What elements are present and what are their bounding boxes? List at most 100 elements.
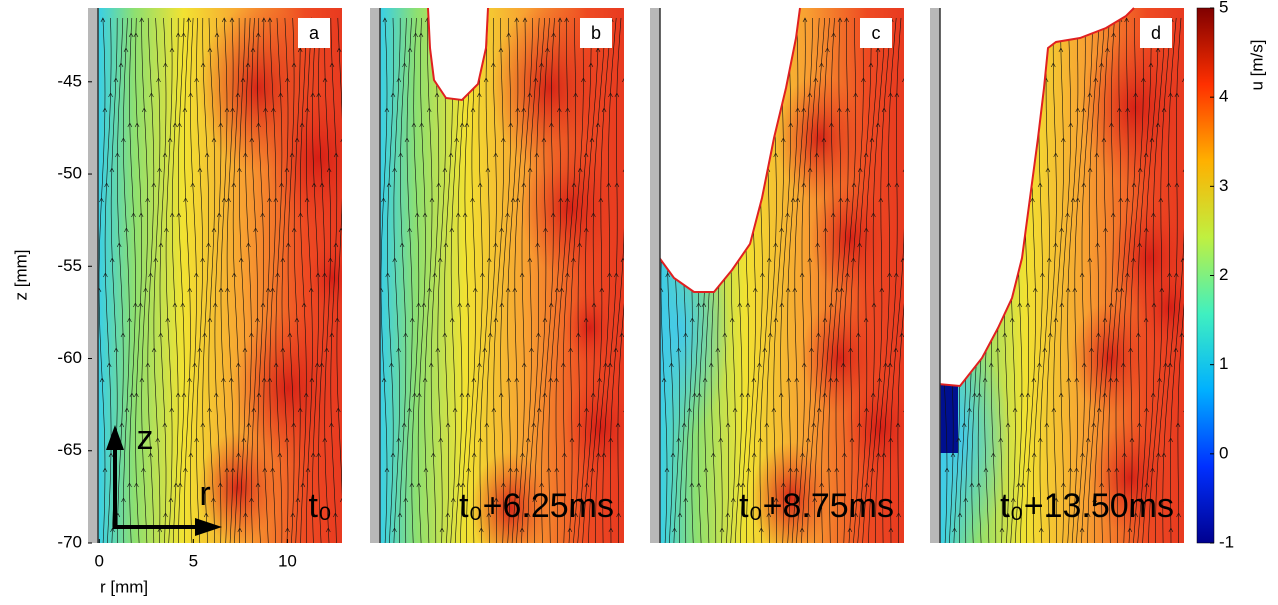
arrow-label-r: r	[199, 475, 210, 513]
label-box	[580, 18, 612, 48]
streamline	[539, 17, 556, 543]
streamline	[812, 17, 830, 543]
streamline	[796, 17, 813, 543]
y-tick-label: -65	[57, 440, 82, 459]
x-tick-label: 10	[278, 551, 297, 570]
streamline	[409, 17, 421, 543]
y-tick-label: -50	[57, 164, 82, 183]
streamline	[615, 17, 624, 543]
wall	[370, 8, 380, 543]
streamline	[505, 17, 520, 543]
arrow-z-head	[106, 425, 124, 450]
flow-field	[938, 8, 1184, 543]
streamline	[1038, 17, 1052, 543]
streamline	[1148, 17, 1174, 543]
streamline	[422, 17, 435, 543]
streamline	[188, 17, 199, 543]
hot-region	[308, 243, 342, 313]
streamline	[1076, 17, 1093, 543]
interface	[937, 7, 1135, 388]
hot-region	[1070, 302, 1150, 414]
streamline	[1106, 17, 1123, 543]
streamline	[516, 17, 533, 543]
streamline	[416, 17, 428, 543]
streamline	[785, 17, 800, 543]
streamline	[847, 17, 866, 543]
panel-label: a	[309, 23, 320, 43]
streamline	[623, 18, 624, 543]
time-label: t₀+13.50ms	[1000, 487, 1174, 525]
streamline	[484, 17, 498, 543]
streamline	[249, 17, 260, 543]
streamline	[397, 17, 408, 543]
streamline	[841, 17, 858, 543]
wall	[650, 8, 660, 543]
streamline	[799, 17, 820, 543]
panel: d t₀+13.50ms	[930, 7, 1184, 543]
y-tick-label: -70	[57, 532, 82, 551]
streamline	[834, 17, 850, 543]
streamline	[888, 17, 904, 543]
streamline	[164, 17, 175, 543]
hot-region	[233, 311, 342, 465]
streamline	[554, 17, 570, 543]
streamline	[213, 17, 223, 543]
hot-region	[800, 302, 880, 414]
streamline	[273, 17, 284, 543]
streamline	[310, 17, 321, 543]
streamline	[218, 17, 230, 543]
streamline	[133, 17, 144, 543]
streamline	[231, 17, 241, 543]
x-tick-label: 5	[189, 551, 198, 570]
streamline	[225, 17, 236, 543]
streamline	[1155, 17, 1177, 543]
streamline	[304, 17, 315, 543]
label-box	[298, 18, 330, 48]
streamline	[121, 17, 132, 543]
panel-label: d	[1151, 23, 1161, 43]
streamline	[1099, 17, 1116, 543]
streamline	[1168, 17, 1184, 543]
x-tick-label: 0	[95, 551, 104, 570]
streamline	[903, 18, 904, 543]
streamline	[403, 17, 415, 543]
streamline	[316, 17, 327, 543]
arrow-r-head	[195, 518, 222, 536]
streamline	[98, 17, 108, 543]
streamline	[595, 17, 617, 543]
streamline	[875, 17, 897, 543]
colorbar-tick-label: 1	[1219, 354, 1228, 373]
streamline	[392, 18, 402, 543]
streamline	[280, 17, 290, 543]
interface	[657, 7, 801, 293]
flow-field	[380, 8, 624, 543]
y-tick-label: -60	[57, 348, 82, 367]
panel: b t₀+6.25ms	[370, 7, 624, 543]
streamline	[261, 17, 272, 543]
streamline	[385, 17, 396, 543]
streamline	[1044, 17, 1058, 543]
streamline	[471, 17, 485, 543]
hot-region	[1140, 266, 1184, 350]
streamline	[1092, 17, 1110, 543]
streamline	[819, 17, 836, 543]
colorbar-tick-label: 2	[1219, 265, 1228, 284]
streamline	[868, 17, 894, 543]
interface	[427, 7, 489, 102]
streamline	[561, 17, 578, 543]
label-box	[1140, 18, 1172, 48]
streamline	[1127, 17, 1146, 543]
streamline	[1121, 17, 1138, 543]
streamline	[525, 17, 545, 543]
streamline	[176, 17, 187, 543]
streamline	[428, 17, 441, 543]
hot-region	[520, 138, 620, 278]
colorbar-tick-label: 0	[1219, 443, 1228, 462]
streamline	[237, 17, 248, 543]
streamline	[853, 17, 874, 543]
flow-field	[98, 8, 342, 543]
streamline	[826, 17, 843, 543]
streamline	[588, 17, 614, 543]
time-label: t₀+6.25ms	[459, 487, 614, 525]
